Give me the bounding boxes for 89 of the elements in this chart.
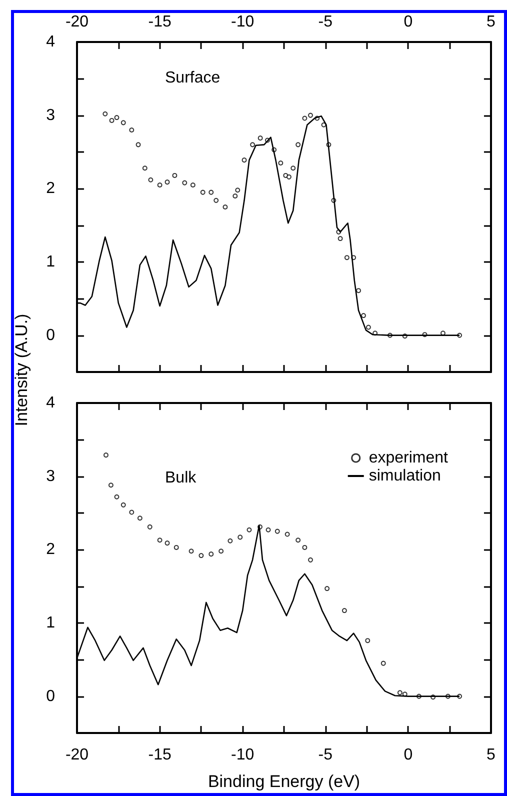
point xyxy=(286,174,292,180)
point xyxy=(102,111,108,116)
x-tick-label: -20 xyxy=(65,746,89,764)
point xyxy=(274,528,280,534)
point xyxy=(397,690,402,696)
point xyxy=(246,527,252,532)
point xyxy=(148,177,154,182)
point xyxy=(278,160,284,166)
y-tick-label: 3 xyxy=(46,106,56,124)
point xyxy=(120,120,126,126)
point xyxy=(266,527,271,532)
point xyxy=(235,188,240,193)
x2-tick-label: 0 xyxy=(404,14,413,30)
legend-label: experiment xyxy=(368,450,449,466)
point xyxy=(188,548,194,554)
point xyxy=(344,255,350,260)
point xyxy=(302,116,308,121)
x-tick-label: 5 xyxy=(486,746,496,764)
point xyxy=(109,118,114,123)
point xyxy=(129,128,134,132)
x-tick-label: 0 xyxy=(404,746,413,764)
point xyxy=(338,236,343,242)
x-tick-label: -10 xyxy=(231,746,254,764)
point xyxy=(198,553,204,558)
x2-tick-label: -5 xyxy=(318,14,333,30)
point xyxy=(147,524,152,530)
point xyxy=(284,532,290,537)
point xyxy=(172,172,178,178)
y-tick-label: 1 xyxy=(46,614,56,632)
y-axis-title: Intensity (A.U.) xyxy=(12,314,32,426)
y-tick-label: 1 xyxy=(46,254,56,270)
y-tick-label: 3 xyxy=(46,468,56,485)
point xyxy=(190,182,196,188)
point xyxy=(250,142,256,148)
point xyxy=(308,112,313,118)
x2-tick-label: -10 xyxy=(231,14,254,30)
x-tick-label: -5 xyxy=(318,746,333,764)
x-axis-title: Binding Energy (eV) xyxy=(208,772,360,791)
point xyxy=(290,166,296,171)
y-tick-label: 4 xyxy=(46,394,56,412)
point xyxy=(136,142,141,148)
point xyxy=(380,660,386,666)
point xyxy=(208,552,214,557)
annotation: Surface xyxy=(165,70,220,86)
point xyxy=(238,534,243,540)
point xyxy=(366,324,371,330)
annotation: Bulk xyxy=(165,470,198,486)
point xyxy=(157,182,162,188)
point xyxy=(308,557,313,562)
point xyxy=(296,142,301,148)
y-tick-label: 0 xyxy=(46,688,56,705)
point xyxy=(142,166,148,171)
point xyxy=(360,313,366,318)
x-tick-label: -15 xyxy=(148,746,172,764)
point xyxy=(214,198,219,203)
point xyxy=(296,538,301,543)
x2-tick-label: 5 xyxy=(486,14,496,30)
point xyxy=(228,538,233,544)
point xyxy=(114,494,120,500)
y-tick-label: 4 xyxy=(46,34,56,50)
point xyxy=(120,502,126,508)
point xyxy=(242,158,247,163)
legend-label: simulation xyxy=(368,468,441,484)
point xyxy=(182,180,188,186)
point xyxy=(129,510,134,515)
point xyxy=(208,190,214,195)
point xyxy=(324,586,330,592)
point xyxy=(164,540,170,546)
point xyxy=(114,115,120,120)
point xyxy=(258,136,263,141)
point xyxy=(302,544,308,550)
x2-tick-label: -20 xyxy=(65,14,89,30)
point xyxy=(365,638,370,644)
point xyxy=(222,204,228,210)
y-tick-label: 2 xyxy=(46,180,56,198)
point xyxy=(232,194,238,198)
point xyxy=(200,190,206,195)
point xyxy=(174,544,179,550)
point xyxy=(157,538,162,543)
point xyxy=(103,452,108,458)
y-tick-label: 2 xyxy=(46,541,56,558)
point xyxy=(342,608,347,614)
point xyxy=(108,482,114,488)
point xyxy=(164,180,170,185)
point xyxy=(137,516,142,521)
point xyxy=(218,548,224,554)
x2-tick-label: -15 xyxy=(148,14,172,30)
y-tick-label: 0 xyxy=(46,326,56,344)
point xyxy=(356,288,362,294)
